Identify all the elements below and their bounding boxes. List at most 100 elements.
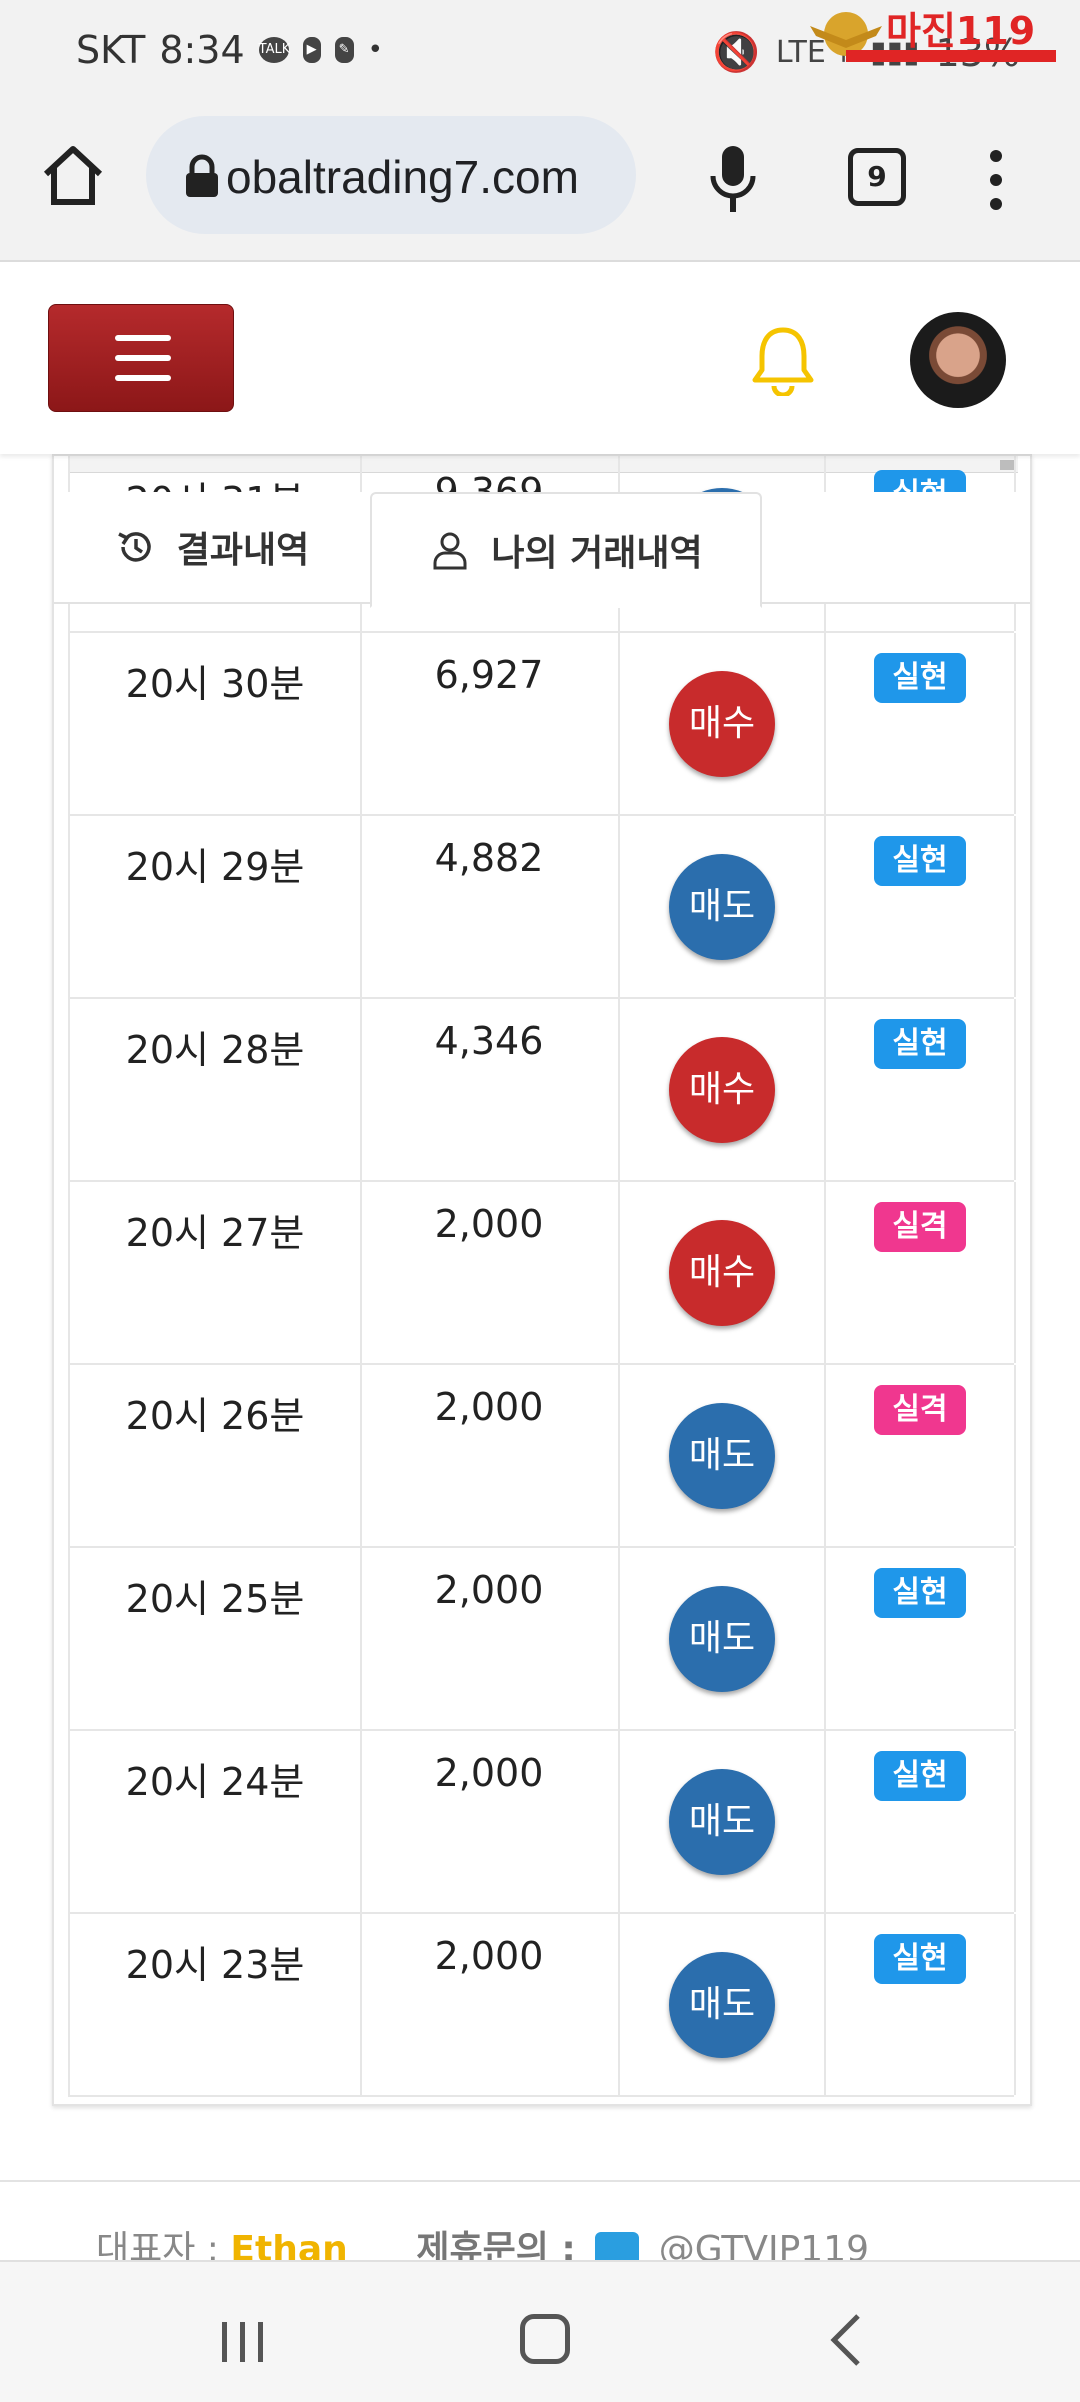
amount-cell: 6,927 <box>360 633 620 814</box>
amount-cell: 2,000 <box>360 1182 620 1363</box>
watermark-logo: 마진119 <box>810 9 1056 62</box>
tab-my-trades-label: 나의 거래내역 <box>491 533 703 574</box>
result-cell: 실현 <box>826 633 1016 814</box>
url-bar[interactable]: obaltrading7.com <box>146 116 636 234</box>
youtube-icon: ▶ <box>302 37 321 63</box>
time-cell: 20시 28분 <box>68 999 362 1180</box>
site-header <box>0 262 1080 454</box>
footer-divider <box>0 2180 1080 2182</box>
trade-amount: 2,000 <box>434 1202 544 1246</box>
time-cell: 20시 29분 <box>68 816 362 997</box>
ceo-label: 대표자 : <box>96 2229 219 2262</box>
footer: 대표자 : Ethan 제휴문의 : @GTVIP119 <box>0 2182 1080 2262</box>
user-icon <box>433 532 467 570</box>
url-text: obaltrading7.com <box>226 151 579 203</box>
more-menu-icon[interactable] <box>984 148 1008 212</box>
scrollbar-thumb[interactable] <box>1000 460 1014 470</box>
result-cell: 실격 <box>826 1365 1016 1546</box>
trade-time: 20시 26분 <box>125 1394 305 1438</box>
table-row: 20시 27분 2,000 매수 실격 <box>68 1182 1016 1365</box>
talk-icon: TALK <box>258 37 290 63</box>
time-cell: 20시 23분 <box>68 1914 362 2095</box>
status-badge: 실현 <box>874 836 966 886</box>
lock-icon <box>186 154 218 197</box>
svg-text:마진119: 마진119 <box>886 9 1035 53</box>
result-cell: 실격 <box>826 1182 1016 1363</box>
trade-time: 20시 29분 <box>125 845 305 889</box>
result-cell: 실현 <box>826 816 1016 997</box>
tab-results-label: 결과내역 <box>176 530 310 571</box>
telegram-icon[interactable] <box>595 2232 640 2262</box>
carrier-label: SKT <box>76 28 146 72</box>
amount-cell: 4,346 <box>360 999 620 1180</box>
trade-amount: 2,000 <box>434 1934 544 1978</box>
status-badge: 실현 <box>874 653 966 703</box>
trade-amount: 2,000 <box>434 1385 544 1429</box>
contact-label: 제휴문의 : <box>416 2229 576 2262</box>
trade-time: 20시 24분 <box>125 1760 305 1804</box>
trade-amount: 6,927 <box>434 653 544 697</box>
amount-cell: 2,000 <box>360 1914 620 2095</box>
result-cell: 실현 <box>826 1731 1016 1912</box>
trade-amount: 2,000 <box>434 1568 544 1612</box>
tab-count-button[interactable]: 9 <box>848 148 906 206</box>
sell-badge: 매도 <box>669 854 775 960</box>
menu-line <box>115 375 171 381</box>
status-badge: 실현 <box>874 1751 966 1801</box>
status-badge: 실현 <box>874 1568 966 1618</box>
action-cell: 매도 <box>620 1914 826 2095</box>
back-icon[interactable] <box>826 2312 866 2368</box>
home-icon[interactable] <box>40 142 106 208</box>
action-cell: 매도 <box>620 1548 826 1729</box>
menu-button[interactable] <box>48 304 234 412</box>
tab-results[interactable]: 결과내역 <box>54 492 370 602</box>
table-row: 20시 30분 6,927 매수 실현 <box>68 633 1016 816</box>
time-cell: 20시 26분 <box>68 1365 362 1546</box>
more-notifications-icon: • <box>367 35 383 65</box>
microphone-icon[interactable] <box>708 144 758 216</box>
time-cell: 20시 24분 <box>68 1731 362 1912</box>
tab-my-trades[interactable]: 나의 거래내역 <box>370 492 762 608</box>
time-cell: 20시 30분 <box>68 633 362 814</box>
time-cell: 20시 25분 <box>68 1548 362 1729</box>
mute-icon: 🔇 <box>712 30 760 74</box>
amount-cell: 2,000 <box>360 1365 620 1546</box>
bell-icon[interactable] <box>750 324 816 396</box>
trade-time: 20시 30분 <box>125 662 305 706</box>
trade-amount: 4,346 <box>434 1019 544 1063</box>
table-row: 20시 23분 2,000 매도 실현 <box>68 1914 1016 2097</box>
status-badge: 실격 <box>874 1202 966 1252</box>
home-button-icon[interactable] <box>520 2314 570 2364</box>
table-row: 20시 28분 4,346 매수 실현 <box>68 999 1016 1182</box>
status-left: SKT 8:34 TALK ▶ ✎ • <box>76 28 383 72</box>
sell-badge: 매도 <box>669 1769 775 1875</box>
footer-info: 대표자 : Ethan 제휴문의 : @GTVIP119 <box>96 2220 869 2262</box>
result-cell: 실현 <box>826 1914 1016 2095</box>
sell-badge: 매도 <box>669 1586 775 1692</box>
avatar[interactable] <box>910 312 1006 408</box>
status-badge: 실현 <box>874 1019 966 1069</box>
trade-amount: 2,000 <box>434 1751 544 1795</box>
buy-badge: 매수 <box>669 1037 775 1143</box>
trade-time: 20시 28분 <box>125 1028 305 1072</box>
table-row: 20시 24분 2,000 매도 실현 <box>68 1731 1016 1914</box>
status-badge: 실격 <box>874 1385 966 1435</box>
action-cell: 매수 <box>620 999 826 1180</box>
action-cell: 매도 <box>620 1365 826 1546</box>
amount-cell: 2,000 <box>360 1548 620 1729</box>
table-row: 20시 26분 2,000 매도 실격 <box>68 1365 1016 1548</box>
history-icon <box>117 532 151 562</box>
contact-handle[interactable]: @GTVIP119 <box>658 2229 870 2262</box>
table-row: 20시 25분 2,000 매도 실현 <box>68 1548 1016 1731</box>
attachment-icon: ✎ <box>334 37 354 63</box>
horizontal-scrollbar[interactable] <box>68 456 1018 473</box>
action-cell: 매수 <box>620 633 826 814</box>
sell-badge: 매도 <box>669 1952 775 2058</box>
trade-time: 20시 25분 <box>125 1577 305 1621</box>
ceo-name: Ethan <box>230 2229 348 2262</box>
result-cell: 실현 <box>826 999 1016 1180</box>
status-bar: SKT 8:34 TALK ▶ ✎ • 🔇 LTE ⇅ ▮▮▮ 13% 마진11… <box>0 0 1080 100</box>
recent-apps-icon[interactable] <box>218 2318 268 2366</box>
trade-amount: 4,882 <box>434 836 544 880</box>
